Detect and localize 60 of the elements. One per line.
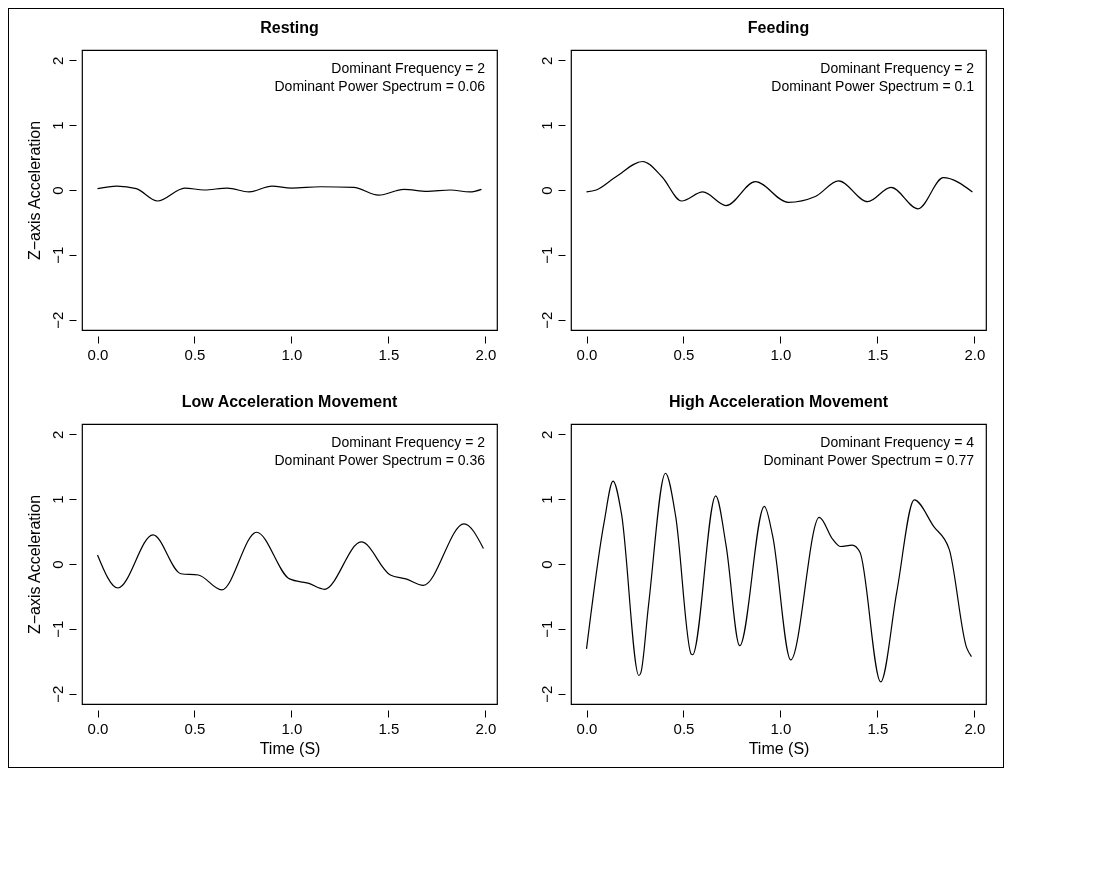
x-tick-label: 1.0 (770, 345, 792, 363)
x-tick-label: 2.0 (964, 719, 986, 737)
annotation: Dominant Power Spectrum = 0.06 (274, 78, 486, 94)
x-tick-label: 1.0 (281, 719, 303, 737)
x-tick-label: 0.5 (673, 345, 695, 363)
y-tick-label: 0 (537, 560, 555, 569)
x-tick-label: 0.5 (184, 719, 206, 737)
y-tick-label: −2 (48, 685, 66, 703)
x-tick-label: 0.0 (87, 719, 109, 737)
y-axis-title: Z−axis Acceleration (25, 494, 43, 635)
chart-title: Low Acceleration Movement (181, 393, 398, 410)
x-tick-label: 1.5 (867, 345, 889, 363)
y-tick-label: −2 (537, 311, 555, 329)
y-tick-label: 0 (537, 186, 555, 195)
y-tick-label: 1 (537, 495, 555, 504)
annotation: Dominant Power Spectrum = 0.77 (763, 452, 975, 468)
y-tick-label: −2 (537, 685, 555, 703)
y-tick-label: 2 (48, 430, 66, 440)
y-tick-label: 2 (48, 56, 66, 66)
annotation: Dominant Power Spectrum = 0.36 (274, 452, 486, 468)
y-tick-label: −1 (537, 246, 555, 264)
x-axis-title: Time (S) (748, 739, 810, 757)
annotation: Dominant Frequency = 2 (331, 434, 486, 450)
x-axis-title: Time (S) (259, 739, 321, 757)
line-series (585, 160, 974, 210)
annotation: Dominant Frequency = 2 (820, 60, 975, 76)
x-tick-label: 0.5 (184, 345, 206, 363)
y-tick-label: −1 (48, 246, 66, 264)
x-tick-label: 0.0 (576, 719, 598, 737)
chart-title: Resting (260, 19, 319, 36)
y-tick-label: 0 (48, 186, 66, 195)
x-tick-label: 2.0 (964, 345, 986, 363)
x-tick-label: 0.0 (576, 345, 598, 363)
y-tick-label: 1 (48, 495, 66, 504)
y-tick-label: 1 (537, 121, 555, 130)
x-tick-label: 0.5 (673, 719, 695, 737)
x-tick-label: 1.5 (378, 345, 400, 363)
chart-title: Feeding (747, 19, 810, 36)
y-tick-label: −2 (48, 311, 66, 329)
x-tick-label: 2.0 (475, 345, 497, 363)
x-tick-label: 0.0 (87, 345, 109, 363)
x-tick-label: 1.0 (770, 719, 792, 737)
line-series (96, 185, 483, 202)
y-tick-label: 2 (537, 56, 555, 66)
annotation: Dominant Frequency = 2 (331, 60, 486, 76)
y-tick-label: 1 (48, 121, 66, 130)
line-series (585, 472, 973, 683)
y-tick-label: −1 (537, 620, 555, 638)
chart-title: High Acceleration Movement (668, 393, 889, 410)
y-axis-title: Z−axis Acceleration (25, 120, 43, 261)
y-tick-label: 0 (48, 560, 66, 569)
annotation: Dominant Frequency = 4 (820, 434, 975, 450)
y-tick-label: −1 (48, 620, 66, 638)
line-series (96, 523, 485, 591)
x-tick-label: 1.5 (378, 719, 400, 737)
x-tick-label: 1.5 (867, 719, 889, 737)
annotation: Dominant Power Spectrum = 0.1 (771, 78, 975, 94)
x-tick-label: 1.0 (281, 345, 303, 363)
y-tick-label: 2 (537, 430, 555, 440)
x-tick-label: 2.0 (475, 719, 497, 737)
